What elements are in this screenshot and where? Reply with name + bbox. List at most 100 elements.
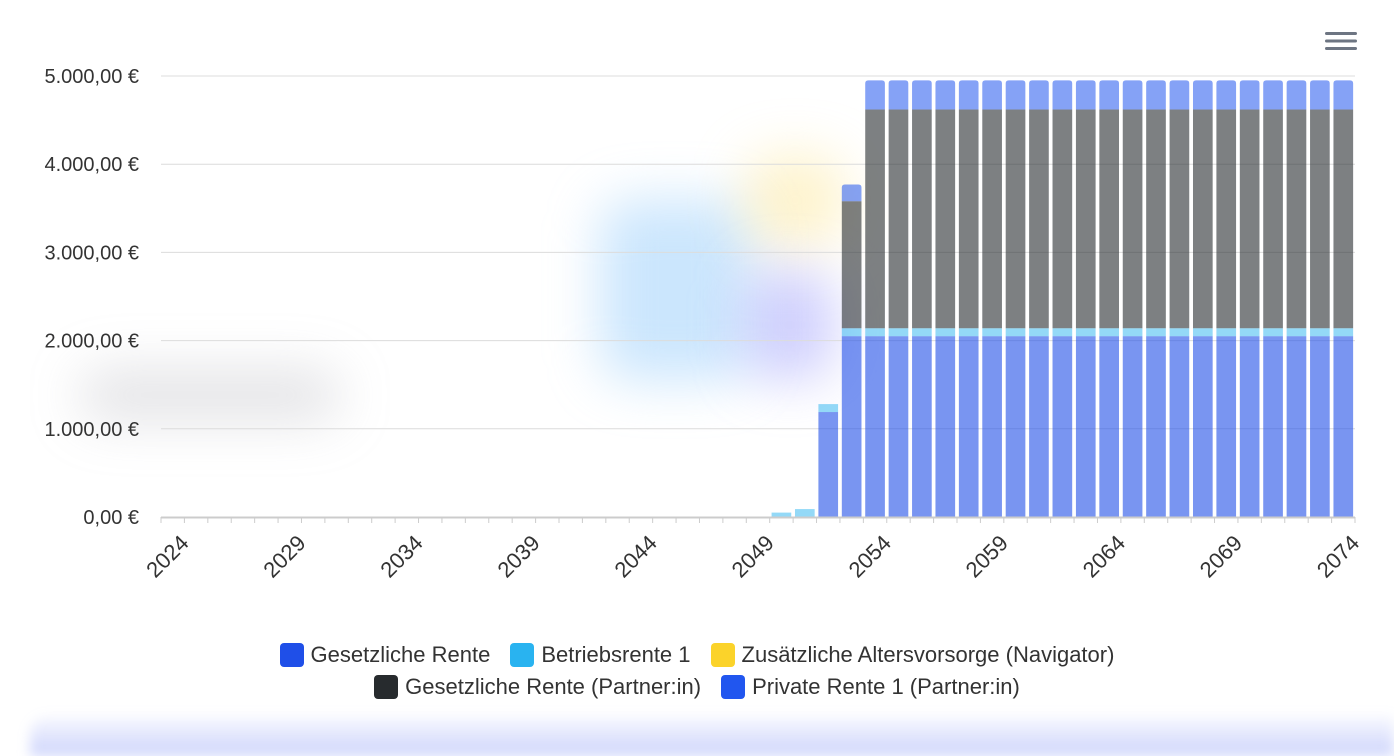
bar-segment-gesetzliche-rente-partner [1146, 109, 1166, 329]
bar-segment-gesetzliche-rente [1099, 336, 1120, 517]
bar-segment-gesetzliche-rente-partner [1075, 109, 1096, 329]
bar-segment-private-rente-partner [1310, 80, 1330, 110]
bar-segment-gesetzliche-rente-partner [982, 109, 1002, 329]
bar-segment-gesetzliche-rente [1192, 336, 1213, 517]
bar-segment-gesetzliche-rente [888, 336, 909, 517]
x-tick-label: 2049 [727, 530, 779, 582]
bar-segment-betriebsrente [1029, 328, 1049, 337]
legend-item-gesetzliche-rente-partner[interactable]: Gesetzliche Rente (Partner:in) [374, 674, 701, 700]
bar-segment-gesetzliche-rente-partner [1122, 109, 1143, 329]
legend-item-gesetzliche-rente[interactable]: Gesetzliche Rente [279, 642, 491, 668]
legend-swatch-betriebsrente [510, 643, 535, 667]
bar-segment-betriebsrente [865, 328, 885, 337]
y-tick-label: 2.000,00 € [44, 331, 139, 353]
bar-segment-gesetzliche-rente [958, 336, 979, 517]
bar-segment-betriebsrente [1052, 328, 1073, 337]
bar-segment-gesetzliche-rente-partner [1286, 109, 1307, 329]
chart-legend: Gesetzliche Rente Betriebsrente 1 Zusätz… [0, 642, 1394, 700]
bar-segment-private-rente-partner [1216, 80, 1237, 110]
hamburger-menu-icon [1325, 32, 1357, 50]
x-tick-label: 2039 [492, 530, 544, 582]
y-tick-label: 4.000,00 € [44, 154, 139, 176]
legend-label-gesetzliche-rente: Gesetzliche Rente [310, 642, 491, 667]
bar-segment-private-rente-partner [1075, 80, 1096, 110]
bar-segment-gesetzliche-rente-partner [865, 109, 885, 329]
bar-segment-gesetzliche-rente [982, 336, 1002, 517]
bar-segment-private-rente-partner [1005, 80, 1026, 110]
bar-segment-gesetzliche-rente-partner [1263, 109, 1283, 329]
bar-segment-gesetzliche-rente [1029, 336, 1049, 517]
bar-segment-betriebsrente [1146, 328, 1166, 337]
legend-label-zusaetzliche-altersvorsorge: Zusätzliche Altersvorsorge (Navigator) [741, 642, 1115, 667]
bar-segment-gesetzliche-rente-partner [841, 201, 862, 329]
chart-menu-button[interactable] [1318, 24, 1364, 58]
x-tick-label: 2054 [844, 530, 896, 582]
bar-segment-gesetzliche-rente [1286, 336, 1307, 517]
bar-segment-private-rente-partner [982, 80, 1002, 110]
x-tick-label: 2074 [1312, 530, 1364, 582]
bar-segment-gesetzliche-rente-partner [1216, 109, 1237, 329]
y-tick-label: 5.000,00 € [44, 66, 139, 88]
x-tick-label: 2044 [609, 530, 661, 582]
y-tick-label: 1.000,00 € [44, 419, 139, 441]
bar-segment-private-rente-partner [1099, 80, 1120, 110]
x-tick-label: 2069 [1195, 530, 1247, 582]
bar-segment-betriebsrente [841, 328, 862, 337]
x-tick-label: 2024 [141, 530, 193, 582]
chart-canvas: 0,00 € 1.000,00 € 2.000,00 € 3.000,00 € 4.00… [44, 66, 1364, 582]
bar-segment-private-rente-partner [912, 80, 932, 110]
bar-segment-betriebsrente [1005, 328, 1026, 337]
legend-swatch-gesetzliche-rente-partner [374, 675, 399, 699]
x-tick-label: 2059 [961, 530, 1013, 582]
legend-item-zusaetzliche-altersvorsorge[interactable]: Zusätzliche Altersvorsorge (Navigator) [710, 642, 1115, 668]
bar-segment-betriebsrente [1192, 328, 1213, 337]
bar-segment-gesetzliche-rente-partner [1192, 109, 1213, 329]
bar-segment-gesetzliche-rente-partner [1052, 109, 1073, 329]
bar-segment-gesetzliche-rente-partner [958, 109, 979, 329]
bar-segment-betriebsrente [818, 404, 839, 413]
bottom-panel-edge [30, 716, 1394, 756]
legend-label-gesetzliche-rente-partner: Gesetzliche Rente (Partner:in) [405, 674, 702, 699]
bar-segment-private-rente-partner [1169, 80, 1190, 110]
bar-segment-gesetzliche-rente-partner [935, 109, 956, 329]
bar-segment-private-rente-partner [1239, 80, 1260, 110]
bar-segment-gesetzliche-rente [1052, 336, 1073, 517]
y-tick-label: 0,00 € [83, 507, 139, 529]
legend-item-betriebsrente[interactable]: Betriebsrente 1 [510, 642, 691, 668]
bar-segment-private-rente-partner [1192, 80, 1213, 110]
legend-item-private-rente-partner[interactable]: Private Rente 1 (Partner:in) [721, 674, 1020, 700]
bar-segment-betriebsrente [935, 328, 956, 337]
y-tick-label: 3.000,00 € [44, 242, 139, 264]
legend-label-betriebsrente: Betriebsrente 1 [541, 642, 691, 667]
x-tick-label: 2029 [258, 530, 310, 582]
bar-segment-private-rente-partner [1029, 80, 1049, 110]
bar-segment-gesetzliche-rente-partner [1310, 109, 1330, 329]
bar-segment-gesetzliche-rente [841, 336, 862, 517]
bar-segment-betriebsrente [1263, 328, 1283, 337]
bar-segment-betriebsrente [888, 328, 909, 337]
bar-segment-gesetzliche-rente-partner [912, 109, 932, 329]
pension-chart: 0,00 € 1.000,00 € 2.000,00 € 3.000,00 € 4.00… [44, 24, 1364, 582]
bar-segment-betriebsrente [1216, 328, 1237, 337]
bar-segment-gesetzliche-rente [1169, 336, 1190, 517]
bar-segment-gesetzliche-rente-partner [888, 109, 909, 329]
bar-segment-private-rente-partner [958, 80, 979, 110]
bar-segment-private-rente-partner [1263, 80, 1283, 110]
bar-segment-gesetzliche-rente [1075, 336, 1096, 517]
legend-swatch-gesetzliche-rente [279, 643, 304, 667]
bar-segment-gesetzliche-rente-partner [1005, 109, 1026, 329]
bar-segment-private-rente-partner [1286, 80, 1307, 110]
legend-swatch-private-rente-partner [721, 675, 746, 699]
legend-row-1: Gesetzliche Rente Betriebsrente 1 Zusätz… [279, 642, 1115, 668]
bar-segment-gesetzliche-rente-partner [1169, 109, 1190, 329]
bar-segment-betriebsrente [982, 328, 1002, 337]
bar-segment-betriebsrente [958, 328, 979, 337]
bar-segment-gesetzliche-rente [1239, 336, 1260, 517]
bar-segment-betriebsrente [771, 512, 792, 517]
bar-segment-private-rente-partner [1146, 80, 1166, 110]
bar-segment-gesetzliche-rente [865, 336, 885, 517]
bar-segment-private-rente-partner [888, 80, 909, 110]
bar-segment-betriebsrente [1286, 328, 1307, 337]
bar-segment-private-rente-partner [841, 184, 862, 202]
bar-segment-betriebsrente [1239, 328, 1260, 337]
